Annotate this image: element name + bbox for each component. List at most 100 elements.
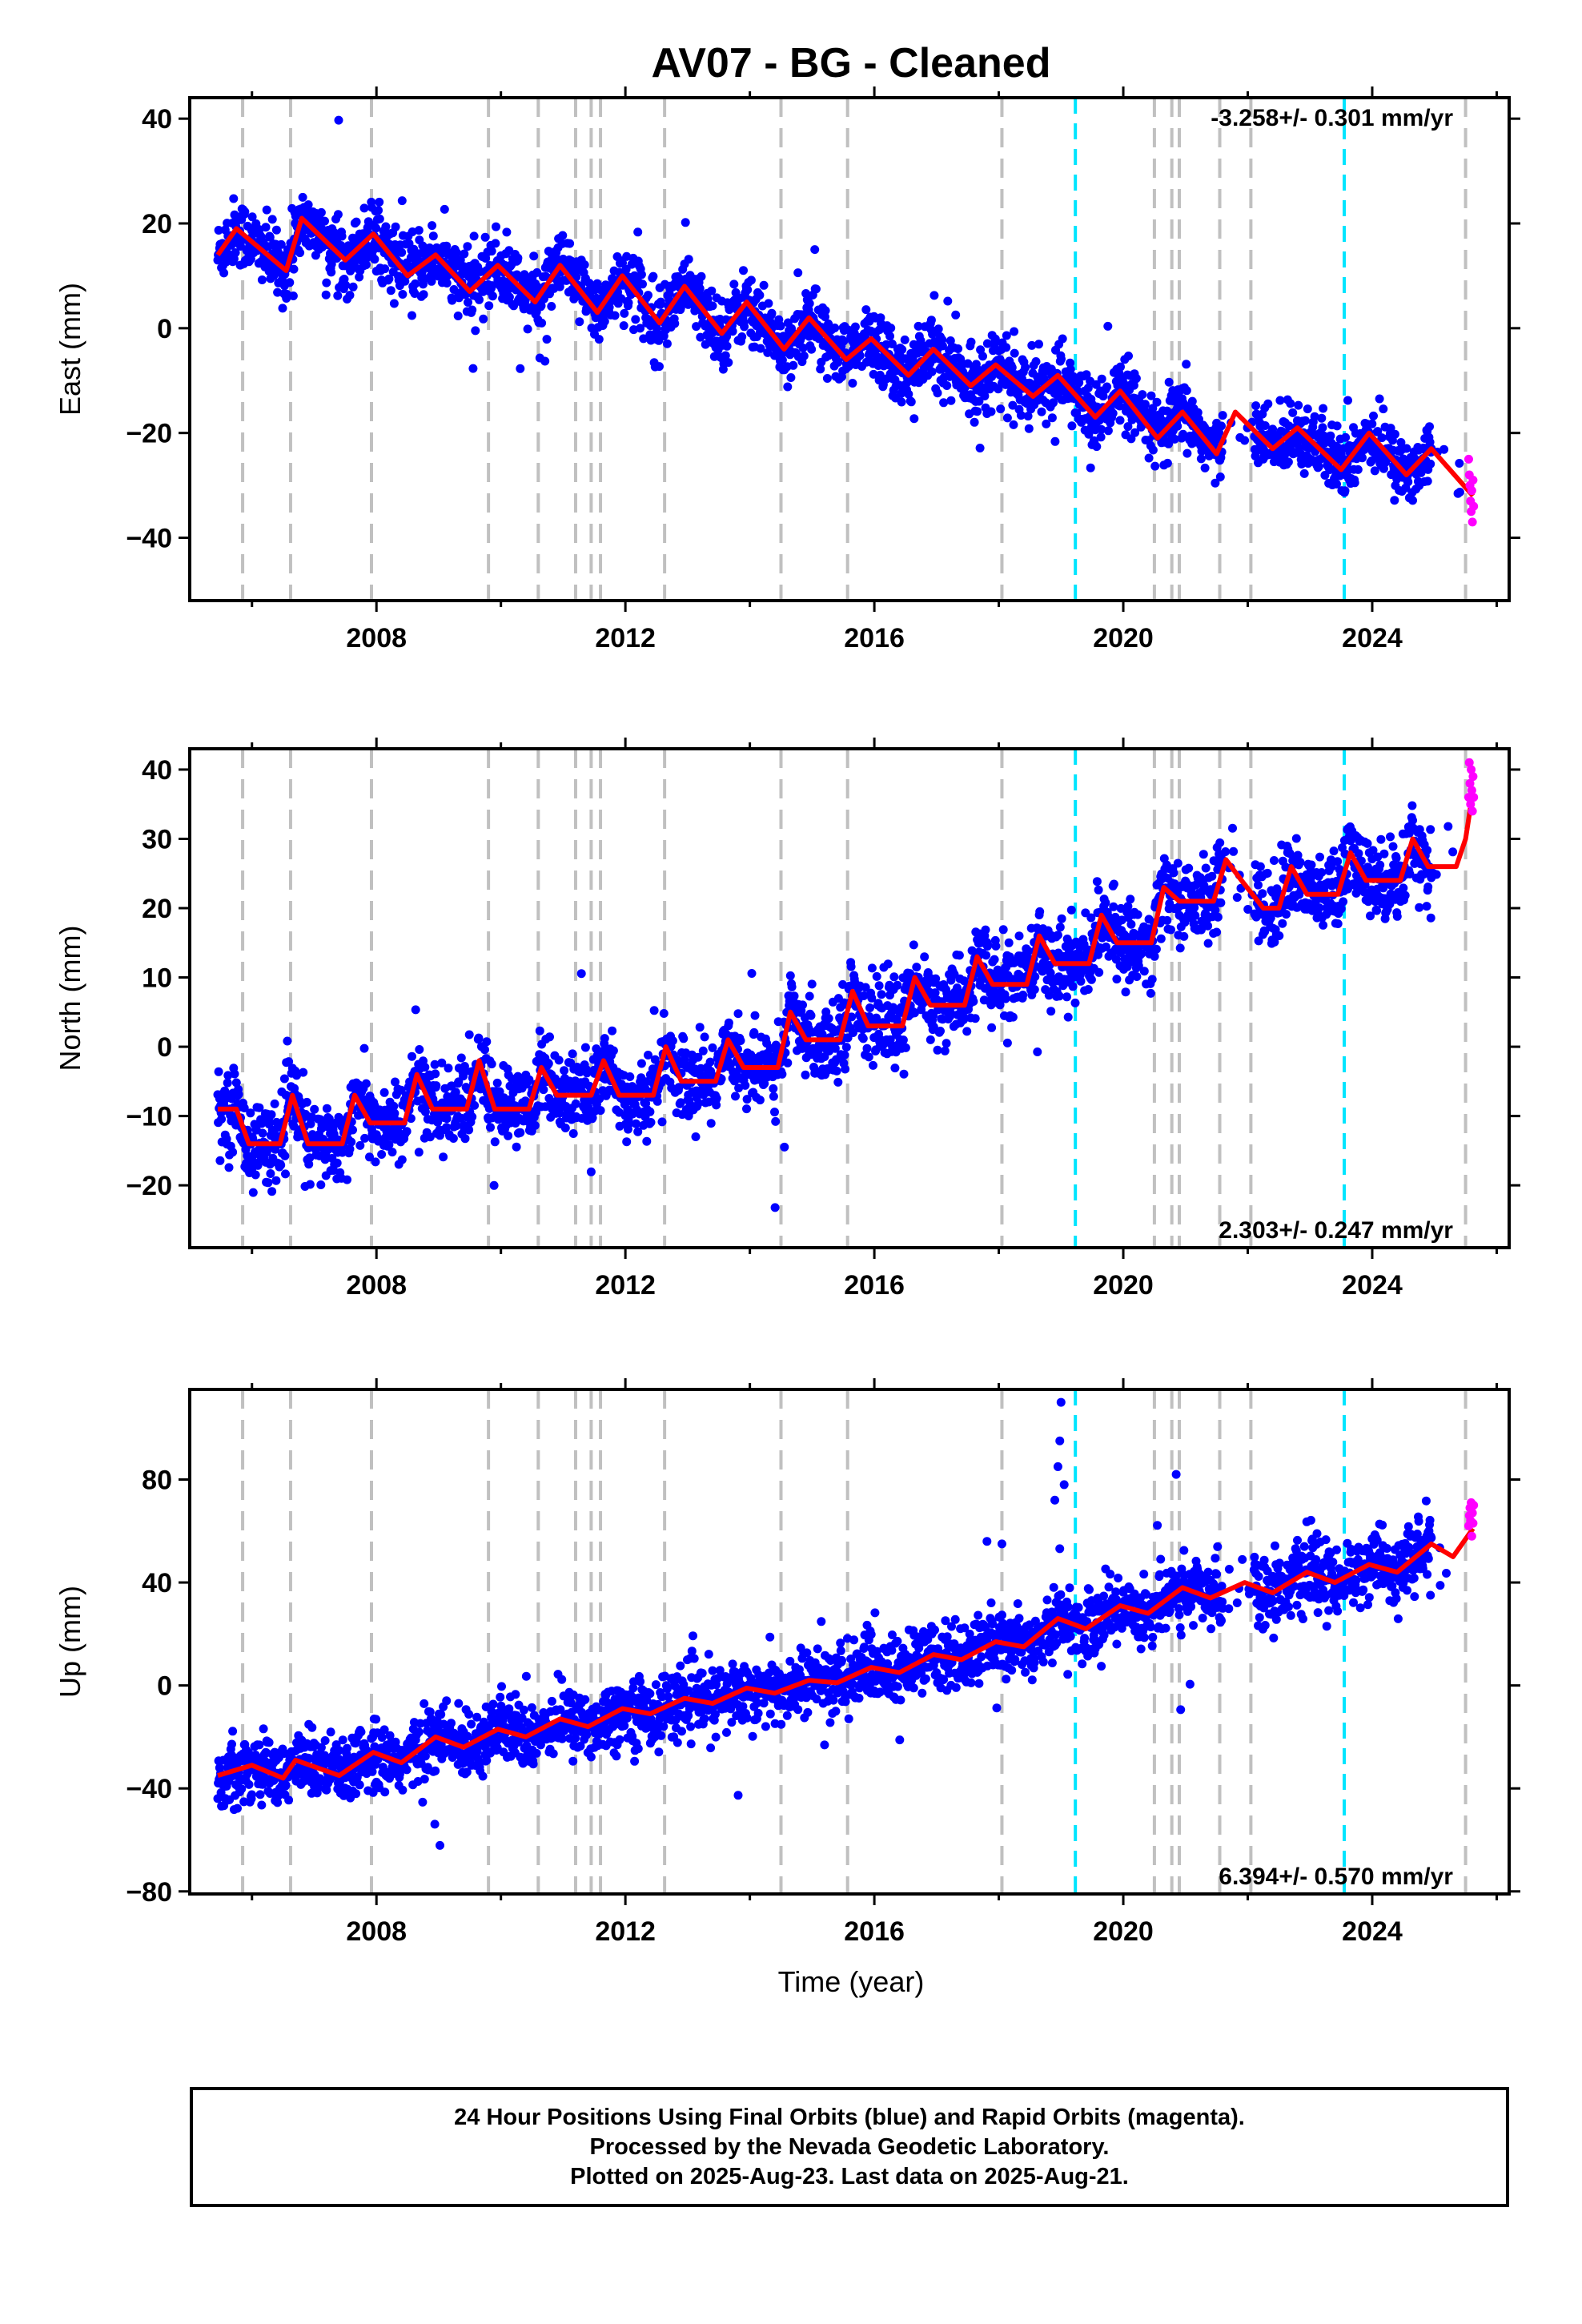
data-point (529, 251, 539, 261)
data-point (1318, 423, 1327, 432)
data-point (420, 1063, 430, 1072)
data-point (858, 1034, 868, 1043)
data-point (571, 1099, 580, 1108)
data-point (987, 1023, 997, 1032)
data-point (530, 1120, 540, 1130)
data-point (588, 1113, 597, 1123)
data-point (1375, 394, 1384, 404)
data-point (411, 1005, 420, 1015)
data-point (1062, 992, 1071, 1002)
data-point (1010, 327, 1019, 336)
data-point (1293, 850, 1303, 860)
data-point (334, 115, 343, 125)
data-point (328, 1259, 337, 1268)
data-point (1282, 910, 1291, 919)
data-point (693, 1052, 703, 1062)
data-point (776, 321, 785, 331)
data-point (805, 299, 814, 308)
data-point (642, 1136, 652, 1146)
data-point (432, 1081, 441, 1091)
data-point (1002, 1038, 1012, 1047)
data-point (271, 1144, 280, 1154)
data-point (1162, 406, 1172, 416)
data-point (1094, 967, 1104, 977)
data-point (951, 310, 961, 320)
x-tick-label: 2016 (844, 623, 905, 653)
data-point (830, 1043, 840, 1053)
data-point (348, 282, 358, 292)
data-point (410, 289, 420, 298)
data-point (706, 1119, 716, 1128)
data-point (610, 311, 620, 320)
data-point (295, 248, 305, 258)
data-point (214, 1067, 223, 1076)
data-point (1332, 480, 1341, 489)
data-point (938, 341, 947, 351)
data-point (489, 1180, 499, 1190)
data-point (633, 227, 643, 237)
data-point (302, 1097, 311, 1107)
data-point (1299, 468, 1309, 478)
data-point (1207, 871, 1217, 881)
data-point (482, 1037, 492, 1047)
data-point (931, 974, 941, 983)
data-point (982, 339, 992, 348)
data-point (492, 222, 500, 231)
data-point (1014, 931, 1024, 941)
data-point (464, 298, 472, 307)
data-point (1283, 457, 1293, 467)
data-point (874, 981, 884, 991)
data-point (1134, 961, 1143, 971)
data-point (1103, 321, 1113, 331)
data-point (764, 299, 773, 308)
data-point (1037, 407, 1046, 416)
data-point (223, 1078, 232, 1088)
data-point (1001, 994, 1010, 1003)
data-point (1066, 364, 1075, 374)
rapid-orbit-point (1467, 486, 1476, 496)
data-point (1258, 889, 1267, 899)
data-point (789, 991, 799, 1001)
data-point (261, 223, 271, 232)
data-point (650, 1055, 660, 1064)
data-point (575, 317, 584, 327)
data-point (927, 367, 937, 376)
data-point (855, 351, 865, 360)
y-tick-label: −40 (126, 524, 172, 554)
data-point (375, 197, 384, 207)
data-point (1203, 939, 1213, 948)
data-point (523, 324, 532, 334)
data-point (885, 332, 894, 341)
data-point (1086, 913, 1096, 923)
data-point (869, 369, 878, 379)
data-point (452, 1121, 461, 1131)
data-point (584, 1103, 593, 1112)
data-point (1083, 985, 1093, 994)
data-point (279, 1074, 289, 1084)
data-point (280, 1151, 290, 1160)
data-point (861, 305, 871, 315)
data-point (1148, 404, 1158, 413)
data-point (625, 1072, 635, 1081)
data-point (692, 322, 701, 332)
data-point (1049, 398, 1058, 408)
data-point (568, 1049, 577, 1059)
data-point (1402, 444, 1411, 453)
data-point (786, 373, 796, 382)
data-point (516, 1128, 525, 1137)
data-point (869, 1060, 877, 1070)
data-point (276, 1160, 286, 1170)
data-point (414, 226, 424, 235)
data-point (1066, 905, 1076, 915)
data-point (995, 1000, 1005, 1010)
data-point (386, 286, 396, 296)
data-point (755, 291, 765, 300)
data-point (1054, 991, 1064, 1001)
data-point (970, 1014, 980, 1023)
data-point (1084, 429, 1094, 439)
data-point (1147, 975, 1157, 984)
data-point (576, 969, 586, 979)
data-point (943, 296, 953, 306)
data-point (877, 990, 886, 999)
data-point (560, 1124, 570, 1132)
